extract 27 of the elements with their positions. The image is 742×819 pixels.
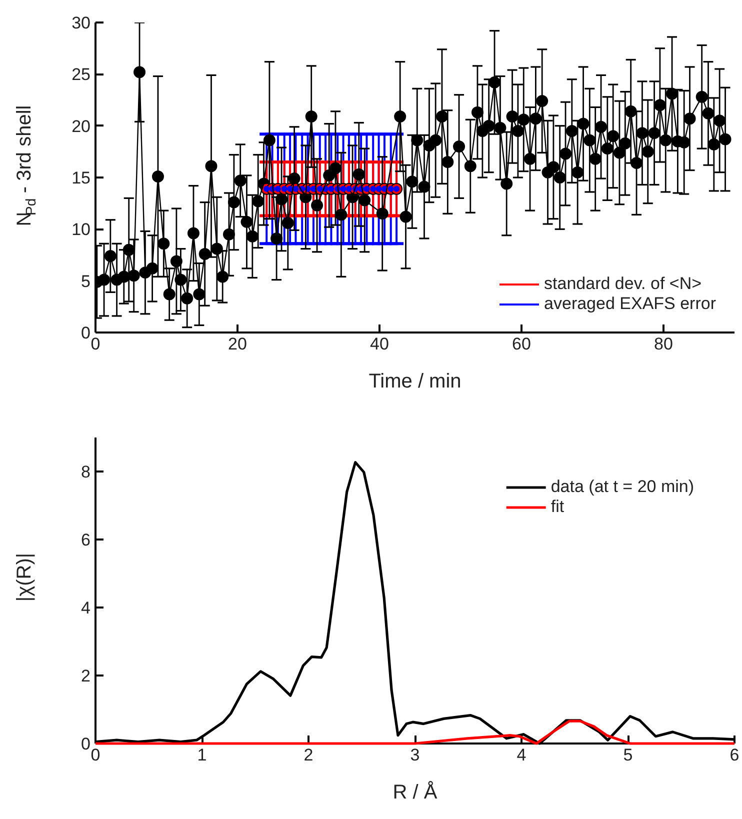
y-axis-title: |χ(R)| xyxy=(14,552,36,602)
y-tick-label: 2 xyxy=(81,666,91,686)
x-tick-label: 1 xyxy=(197,746,207,764)
legend-label: data (at t = 20 min) xyxy=(550,477,694,497)
x-tick-label: 2 xyxy=(304,746,314,764)
x-axis-title: Time / min xyxy=(368,370,462,392)
x-tick-label: 80 xyxy=(654,334,673,354)
x-tick-label: 20 xyxy=(228,334,247,354)
x-tick-label: 4 xyxy=(516,746,526,764)
x-axis-title: R / Å xyxy=(392,780,438,804)
x-tick-label: 40 xyxy=(370,334,389,354)
y-tick-label: 4 xyxy=(81,598,91,618)
y-tick-label: 20 xyxy=(72,116,91,136)
y-tick-label: 10 xyxy=(72,220,91,240)
x-tick-label: 6 xyxy=(730,746,740,764)
y-tick-label: 15 xyxy=(72,168,91,188)
x-tick-label: 5 xyxy=(623,746,633,764)
legend-label: averaged EXAFS error xyxy=(544,294,716,314)
y-tick-label: 6 xyxy=(81,530,91,550)
legend-label: fit xyxy=(550,497,566,517)
x-tick-label: 60 xyxy=(512,334,531,354)
x-tick-label: 3 xyxy=(410,746,420,764)
y-tick-label: 30 xyxy=(72,14,91,32)
y-tick-label: 8 xyxy=(81,462,91,482)
legend-label: standard dev. of <N> xyxy=(544,274,702,294)
y-tick-label: 25 xyxy=(72,65,91,84)
y-tick-label: 5 xyxy=(81,272,91,291)
